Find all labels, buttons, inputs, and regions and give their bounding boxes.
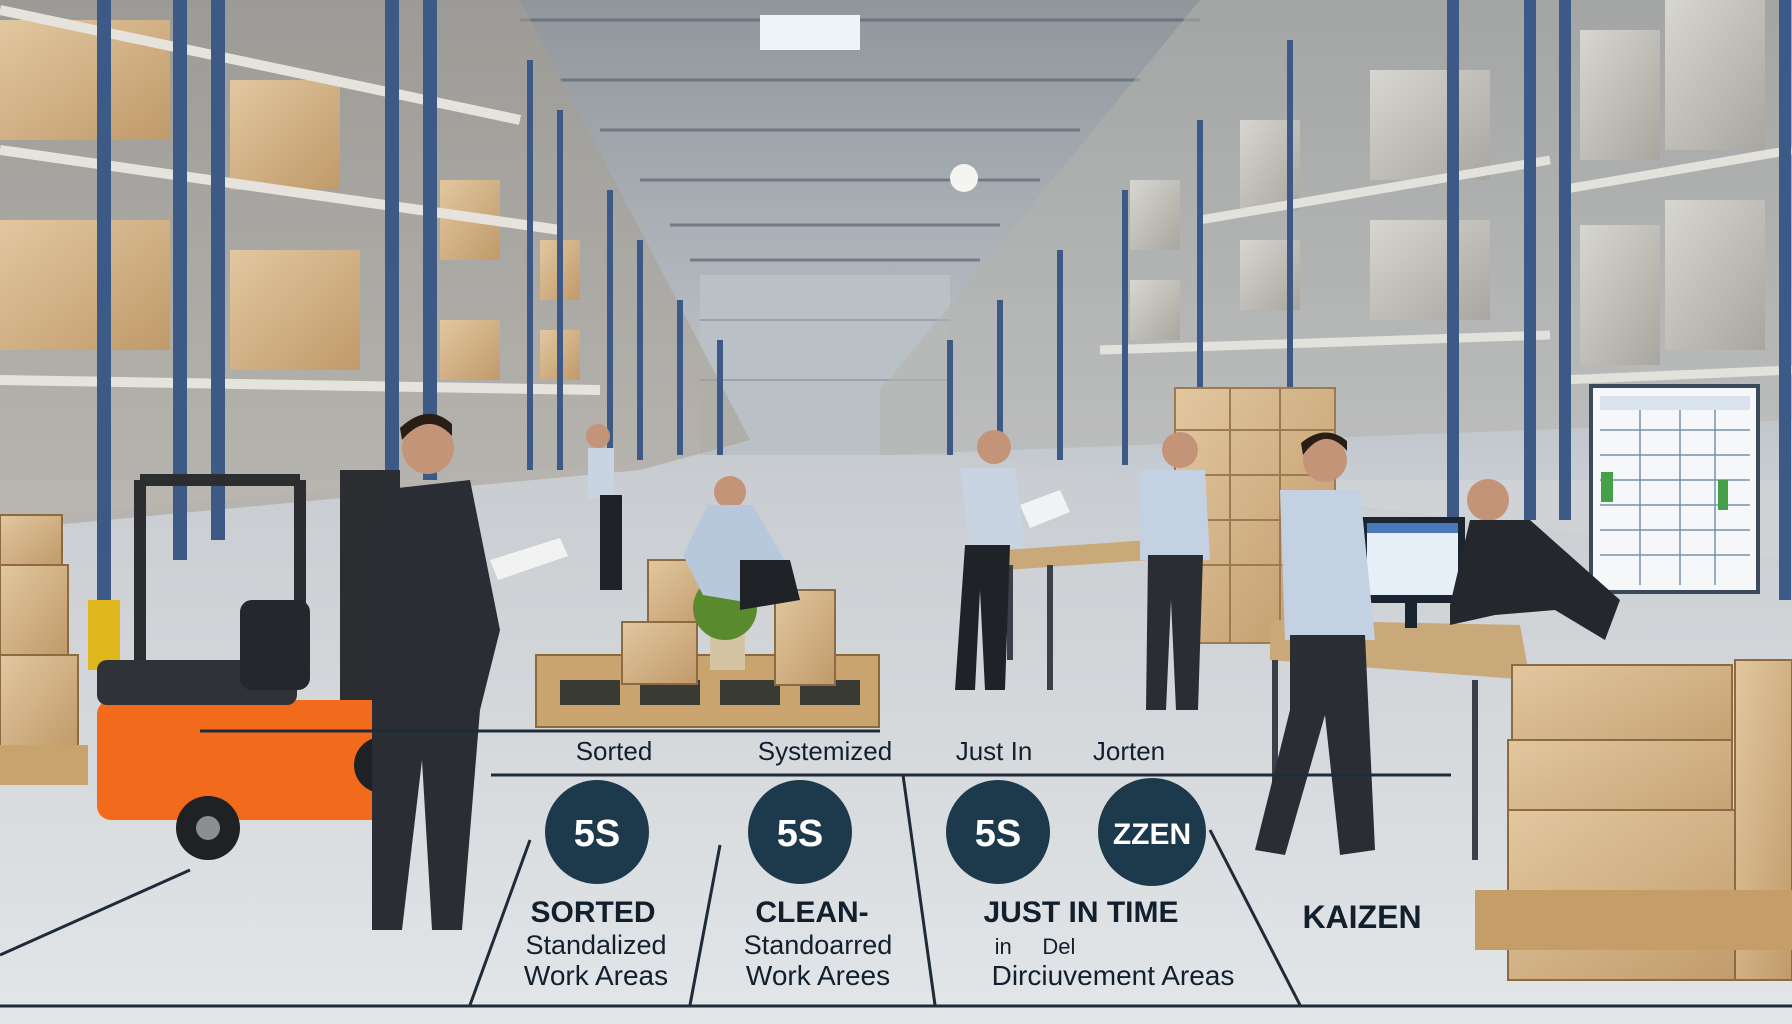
ceiling-light (950, 164, 978, 192)
pallet (0, 745, 88, 785)
column-kaizen: KAIZEN (1302, 899, 1421, 935)
badge-text: ZZEN (1113, 818, 1191, 851)
center-pallet (535, 559, 880, 728)
column-heading: KAIZEN (1302, 899, 1421, 935)
right-racking (880, 0, 1792, 600)
column-clean: CLEAN- Standoarred Work Arees (744, 896, 893, 991)
label-jorten: Jorten (1093, 736, 1165, 766)
floor-lines (0, 729, 1792, 1008)
ceiling-trusses (520, 18, 1200, 262)
floor-label-row: Sorted Systemized Just In Jorten (576, 736, 1165, 766)
computer-monitor (1360, 517, 1465, 628)
badge-5s-2: 5S (748, 780, 852, 884)
badge-5s-3: 5S (946, 780, 1050, 884)
worker-standing (1140, 432, 1210, 710)
badge-text: 5S (574, 813, 620, 855)
label-sorted: Sorted (576, 736, 653, 766)
worker-kneeling (683, 476, 800, 610)
column-heading: CLEAN- (755, 896, 868, 929)
left-boxes (0, 514, 79, 751)
worker-with-clipboard (372, 413, 568, 930)
desk-center (1005, 540, 1150, 690)
skylight (760, 15, 860, 50)
column-line: in Del (995, 934, 1076, 959)
column-heading: JUST IN TIME (983, 896, 1178, 929)
whiteboard (1589, 384, 1760, 594)
worker-at-whiteboard-desk (1450, 479, 1620, 640)
column-just-in-time: JUST IN TIME in Del Dirciuvement Areas (983, 896, 1234, 991)
pallet-right (1475, 890, 1792, 950)
column-line: Work Areas (524, 960, 668, 991)
worker-back-aisle (586, 424, 622, 590)
label-just-in: Just In (956, 736, 1033, 766)
column-line: Dirciuvement Areas (992, 960, 1235, 991)
label-systemized: Systemized (758, 736, 892, 766)
column-line: Standalized (525, 930, 666, 960)
column-sorted: SORTED Standalized Work Areas (524, 896, 668, 991)
badge-text: 5S (975, 813, 1021, 855)
column-heading: SORTED (530, 896, 655, 929)
column-line: Work Arees (746, 960, 890, 991)
worker-at-desk (955, 430, 1070, 690)
column-line: Standoarred (744, 930, 893, 960)
badge-zen: ZZEN (1098, 778, 1206, 886)
left-racking (0, 0, 750, 670)
badge-text: 5S (777, 813, 823, 855)
badge-5s-1: 5S (545, 780, 649, 884)
worker-walking (1255, 432, 1375, 855)
